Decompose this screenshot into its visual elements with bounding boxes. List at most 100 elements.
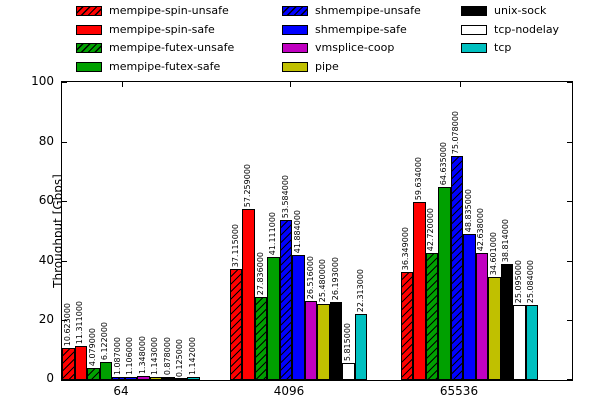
y-tick-label: 60 — [38, 193, 54, 207]
x-tick-mark — [290, 82, 291, 87]
legend-swatch — [461, 43, 487, 53]
x-tick-mark — [122, 82, 123, 87]
bar-value-label: 38.814000 — [501, 218, 511, 262]
bar-vmsplice-coop-64 — [137, 376, 150, 380]
bar-value-label: 1.142000 — [187, 336, 197, 375]
bar-tcp-nodelay-4096 — [342, 363, 355, 380]
y-tick-mark — [567, 142, 572, 143]
bar-value-label: 48.835000 — [463, 188, 473, 232]
bar-value-label: 37.115000 — [230, 223, 240, 267]
y-tick-mark — [62, 82, 67, 83]
legend-label: tcp-nodelay — [494, 22, 560, 36]
legend-label: shmempipe-unsafe — [315, 4, 421, 17]
legend-swatch — [282, 24, 308, 35]
bar-value-label: 59.634000 — [413, 156, 423, 200]
bar-value-label: 6.122000 — [100, 321, 110, 360]
bar-value-label: 26.193000 — [330, 256, 340, 300]
bar-tcp-64 — [187, 377, 200, 380]
bar-shmempipe-safe-4096 — [292, 255, 305, 380]
legend-swatch — [76, 61, 102, 72]
legend-swatch — [76, 6, 102, 16]
bar-pipe-4096 — [317, 304, 330, 380]
bar-mempipe-futex-safe-65536 — [438, 187, 451, 380]
y-tick-mark — [62, 320, 67, 321]
bar-value-label: 4.079000 — [87, 327, 97, 366]
y-tick-mark — [567, 82, 572, 83]
bar-mempipe-futex-unsafe-4096 — [254, 297, 268, 380]
legend-swatch — [76, 43, 102, 53]
legend-swatch — [282, 43, 308, 53]
bar-mempipe-futex-safe-4096 — [267, 257, 280, 380]
bar-tcp-65536 — [525, 305, 538, 380]
bar-pipe-65536 — [488, 277, 501, 380]
bar-shmempipe-unsafe-64 — [112, 377, 125, 380]
y-tick-mark — [567, 201, 572, 202]
legend-swatch — [461, 6, 487, 16]
legend-label: shmempipe-safe — [315, 22, 407, 36]
bar-mempipe-spin-safe-64 — [74, 346, 87, 380]
legend-label: mempipe-futex-safe — [109, 59, 221, 73]
bar-unix-sock-64 — [162, 377, 175, 380]
legend-label: tcp — [494, 41, 512, 54]
bar-tcp-4096 — [354, 314, 368, 380]
bar-shmempipe-unsafe-4096 — [279, 220, 293, 380]
bar-shmempipe-safe-65536 — [463, 234, 476, 380]
x-tick-label: 4096 — [273, 384, 305, 398]
bar-mempipe-spin-unsafe-64 — [62, 348, 75, 380]
x-tick-label: 64 — [113, 384, 129, 398]
x-tick-mark — [460, 82, 461, 87]
bar-mempipe-futex-safe-64 — [99, 362, 112, 380]
bar-value-label: 0.878000 — [162, 336, 172, 375]
bar-shmempipe-unsafe-65536 — [450, 156, 463, 380]
bar-value-label: 1.106000 — [125, 336, 135, 375]
bar-value-label: 64.635000 — [438, 141, 448, 185]
bar-value-label: 42.720000 — [426, 207, 436, 251]
legend-swatch — [282, 61, 308, 72]
y-tick-label: 40 — [38, 253, 54, 267]
bar-value-label: 1.143000 — [150, 336, 160, 375]
y-tick-mark — [567, 379, 572, 380]
legend-label: pipe — [315, 59, 339, 73]
bar-value-label: 25.084000 — [526, 259, 536, 303]
bar-value-label: 75.078000 — [451, 110, 461, 154]
bar-vmsplice-coop-4096 — [304, 301, 318, 380]
bar-mempipe-futex-unsafe-64 — [87, 368, 100, 380]
legend-swatch — [461, 24, 487, 35]
bar-value-label: 53.584000 — [280, 174, 290, 218]
legend-label: vmsplice-coop — [315, 41, 395, 54]
bar-value-label: 27.836000 — [255, 251, 265, 295]
bar-mempipe-spin-safe-4096 — [242, 209, 255, 380]
bar-value-label: 42.638000 — [476, 207, 486, 251]
bar-tcp-nodelay-65536 — [513, 305, 526, 380]
x-tick-label: 65536 — [439, 384, 479, 398]
y-tick-label: 80 — [38, 134, 54, 148]
bar-value-label: 0.125000 — [175, 338, 185, 377]
bar-unix-sock-65536 — [500, 264, 513, 380]
legend-swatch — [282, 6, 308, 16]
bar-mempipe-spin-safe-65536 — [413, 202, 426, 380]
bar-mempipe-spin-unsafe-65536 — [400, 272, 413, 380]
bar-value-label: 34.601000 — [488, 231, 498, 275]
legend-label: mempipe-spin-unsafe — [109, 4, 229, 17]
bar-value-label: 36.349000 — [401, 226, 411, 270]
bar-value-label: 22.313000 — [355, 268, 365, 312]
bar-shmempipe-safe-64 — [124, 377, 137, 380]
bar-pipe-64 — [149, 377, 162, 380]
y-tick-label: 20 — [38, 312, 54, 326]
bar-value-label: 1.348000 — [137, 335, 147, 374]
bar-value-label: 41.884000 — [293, 209, 302, 253]
y-tick-mark — [567, 261, 572, 262]
bar-vmsplice-coop-65536 — [475, 253, 488, 380]
bar-value-label: 11.311000 — [75, 300, 85, 344]
bar-value-label: 25.095000 — [513, 259, 523, 303]
y-tick-label: 100 — [31, 74, 54, 88]
y-tick-label: 0 — [46, 371, 54, 385]
bar-value-label: 26.516000 — [305, 255, 315, 299]
legend-label: mempipe-spin-safe — [109, 22, 215, 36]
legend-label: unix-sock — [494, 4, 547, 17]
y-tick-mark — [62, 142, 67, 143]
legend-swatch — [76, 24, 102, 35]
legend-label: mempipe-futex-unsafe — [109, 41, 235, 54]
bar-mempipe-spin-unsafe-4096 — [229, 269, 243, 380]
bar-value-label: 1.087000 — [112, 336, 122, 375]
